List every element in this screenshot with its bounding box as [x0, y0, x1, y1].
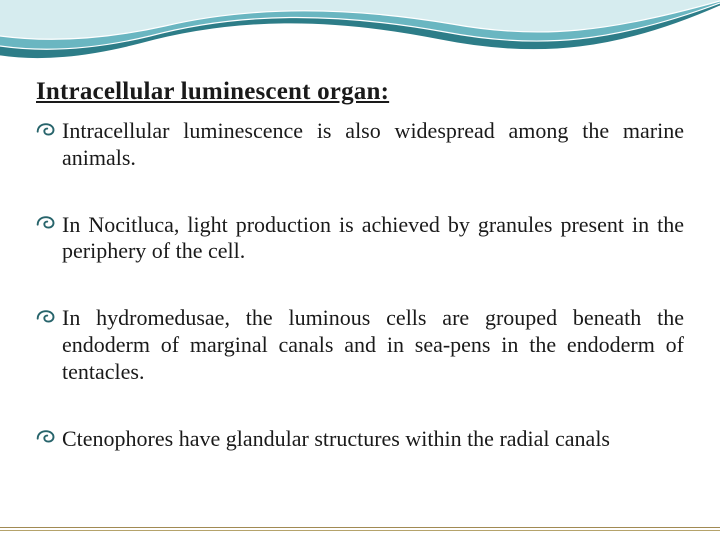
bullet-item: In hydromedusae, the luminous cells are …: [36, 305, 684, 385]
wave-band-middle: [0, 0, 720, 49]
bullet-item: Ctenophores have glandular structures wi…: [36, 426, 684, 453]
bullet-text: Ctenophores have glandular structures wi…: [62, 426, 610, 451]
bullet-item: In Nocitluca, light production is achiev…: [36, 212, 684, 266]
header-wave: [0, 0, 720, 85]
content-area: Intracellular luminescent organ: Intrace…: [36, 78, 684, 453]
footer-rule-1: [0, 527, 720, 528]
wave-band-inner: [0, 0, 720, 39]
wave-stroke-1: [0, 6, 720, 59]
wave-band-outer: [0, 0, 720, 59]
wave-stroke-2: [0, 3, 720, 49]
footer-rule-2: [0, 530, 720, 531]
slide-title: Intracellular luminescent organ:: [36, 78, 684, 106]
bullet-text: In Nocitluca, light production is achiev…: [62, 212, 684, 264]
wave-stroke-3: [0, 1, 720, 39]
slide: Intracellular luminescent organ: Intrace…: [0, 0, 720, 540]
bullet-list: Intracellular luminescence is also wides…: [36, 118, 684, 453]
bullet-text: Intracellular luminescence is also wides…: [62, 118, 684, 170]
bullet-text: In hydromedusae, the luminous cells are …: [62, 305, 684, 384]
bullet-item: Intracellular luminescence is also wides…: [36, 118, 684, 172]
